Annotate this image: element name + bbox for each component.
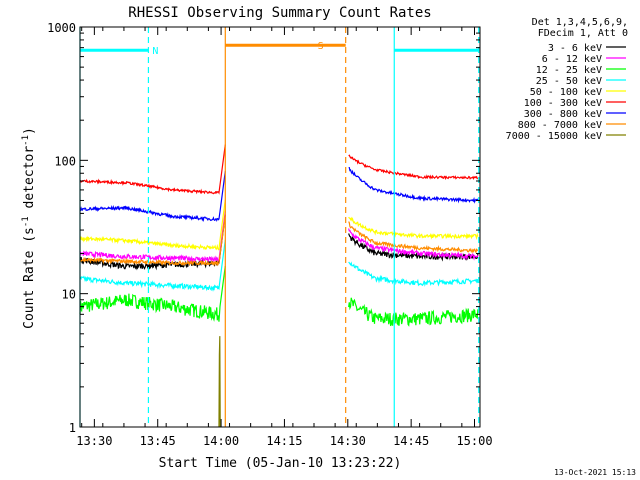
x-tick-label-0: 13:30	[76, 434, 112, 448]
series-line-7-post	[348, 221, 479, 254]
legend-label-5: 100 - 300 keV	[524, 98, 602, 109]
y-axis-label-sup-1: -1	[21, 216, 31, 227]
plot-frame	[79, 26, 481, 428]
series-line-0-pre	[79, 214, 226, 271]
series-line-4-post	[348, 216, 479, 240]
y-axis-label: Count Rate (s-1 detector-1)	[21, 127, 37, 329]
series-line-5-post	[348, 154, 478, 181]
series-line-3-pre	[79, 239, 226, 292]
legend-label-0: 3 - 6 keV	[548, 43, 602, 54]
legend-label-2: 12 - 25 keV	[536, 65, 602, 76]
series-line-5-pre	[79, 144, 226, 195]
series-line-6-pre	[79, 171, 226, 223]
y-tick-label-0: 1	[69, 421, 76, 435]
x-tick-label-4: 14:30	[330, 434, 366, 448]
data-layer	[79, 144, 479, 428]
series-line-8	[218, 336, 221, 428]
x-tick-label-5: 14:45	[393, 434, 429, 448]
chart-title: RHESSI Observing Summary Count Rates	[128, 5, 431, 21]
legend-label-4: 50 - 100 keV	[530, 87, 602, 98]
series-line-2-post	[348, 297, 479, 327]
y-tick-label-1: 10	[62, 288, 76, 302]
series-line-0-post	[348, 233, 479, 262]
series-line-1-pre	[79, 211, 226, 264]
legend-header-1: FDecim 1, Att 0	[538, 28, 628, 39]
series-line-2-pre	[79, 265, 226, 322]
series-line-1-post	[348, 228, 479, 261]
legend-label-1: 6 - 12 keV	[542, 54, 602, 65]
legend: Det 1,3,4,5,6,9,FDecim 1, Att 0 3 - 6 keV…	[506, 17, 628, 142]
y-axis-label-post: )	[22, 127, 37, 135]
x-tick-label-2: 14:00	[203, 434, 239, 448]
y-tick-label-2: 100	[54, 154, 76, 168]
x-tick-label-3: 14:15	[266, 434, 302, 448]
legend-label-6: 300 - 800 keV	[524, 109, 602, 120]
legend-label-3: 25 - 50 keV	[536, 76, 602, 87]
y-tick-label-3: 1000	[47, 21, 76, 35]
annotation-label-1: S	[318, 41, 324, 52]
annotation-label-0: N	[152, 46, 158, 57]
y-axis-label-sup-2: -1	[21, 135, 31, 146]
y-axis-label-mid: detector	[22, 146, 37, 217]
series-line-4-pre	[79, 199, 226, 251]
x-tick-label-1: 13:45	[140, 434, 176, 448]
series-line-3-post	[348, 261, 479, 287]
y-axis-label-pre: Count Rate (s	[22, 227, 37, 329]
series-line-6-post	[348, 166, 479, 204]
legend-label-7: 800 - 7000 keV	[518, 120, 602, 131]
series-line-7-pre	[79, 214, 226, 267]
footer-date: 13-Oct-2021 15:13	[554, 468, 636, 477]
x-tick-label-6: 15:00	[456, 434, 492, 448]
legend-header-0: Det 1,3,4,5,6,9,	[532, 17, 628, 28]
legend-label-8: 7000 - 15000 keV	[506, 131, 602, 142]
axis-layer: 13:30 13:45 14:00 14:15 14:30 14:45 15:00 1 10 10…	[47, 21, 492, 448]
x-axis-label: Start Time (05-Jan-10 13:23:22)	[159, 456, 402, 471]
